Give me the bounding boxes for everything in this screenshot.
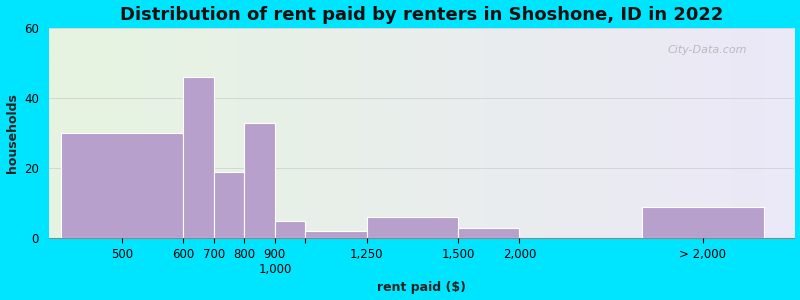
- Y-axis label: households: households: [6, 93, 18, 173]
- X-axis label: rent paid ($): rent paid ($): [377, 281, 466, 294]
- Bar: [214, 172, 244, 238]
- Bar: [275, 220, 306, 238]
- Bar: [642, 207, 764, 238]
- Title: Distribution of rent paid by renters in Shoshone, ID in 2022: Distribution of rent paid by renters in …: [120, 6, 723, 24]
- Bar: [366, 217, 458, 238]
- Text: City-Data.com: City-Data.com: [668, 45, 747, 55]
- Bar: [183, 77, 214, 238]
- Bar: [306, 231, 366, 238]
- Bar: [458, 228, 519, 238]
- Bar: [61, 133, 183, 238]
- Bar: [244, 122, 275, 238]
